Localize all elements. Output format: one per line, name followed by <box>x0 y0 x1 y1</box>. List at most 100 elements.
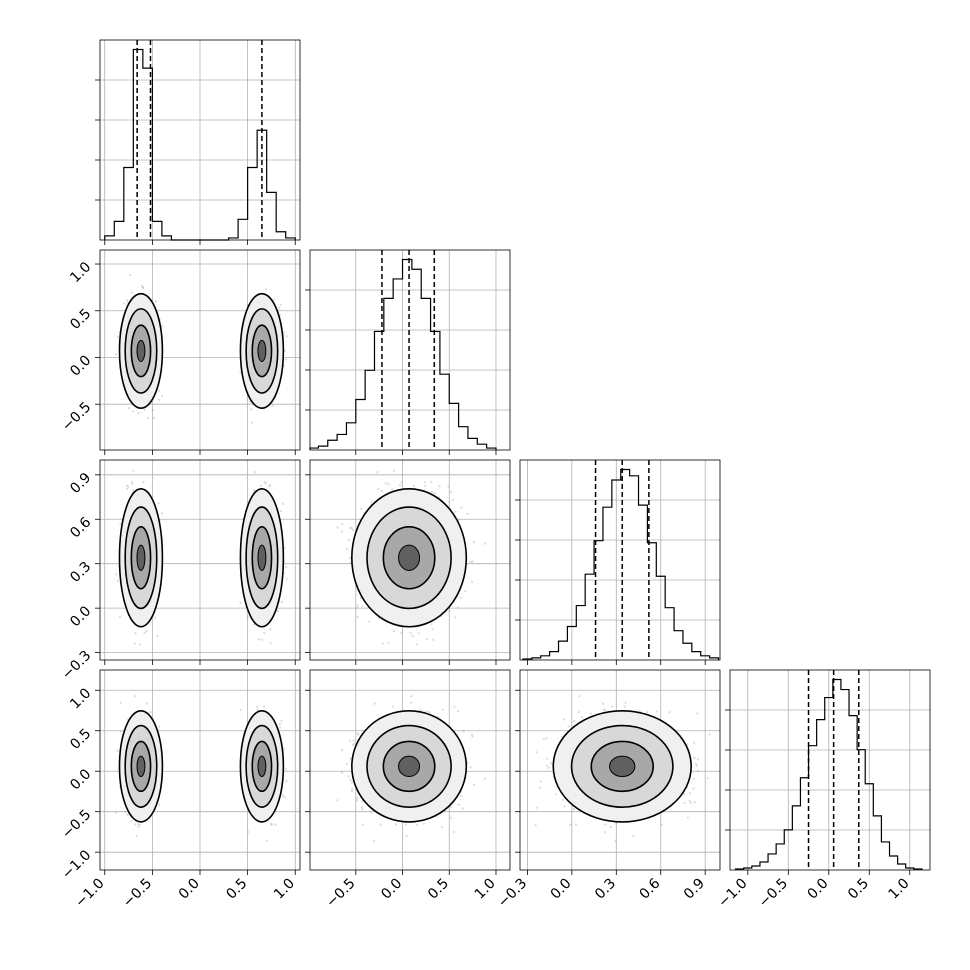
hist-step-1 <box>309 258 497 450</box>
panel-pair-2-1 <box>305 460 510 665</box>
scatter-point <box>348 556 351 560</box>
scatter-point <box>160 394 164 398</box>
scatter-point <box>356 615 359 618</box>
contour-1-3 <box>257 339 267 362</box>
contour-0-3 <box>136 544 146 571</box>
scatter-point <box>361 605 364 608</box>
scatter-point <box>285 768 288 771</box>
panel-pair-3-0 <box>95 670 300 875</box>
scatter-point <box>161 324 164 328</box>
scatter-point <box>160 512 164 515</box>
scatter-point <box>345 547 349 551</box>
scatter-point <box>356 604 359 607</box>
scatter-point <box>340 530 344 533</box>
scatter-point <box>466 512 469 515</box>
scatter-point <box>158 398 161 401</box>
panel-hist-3 <box>725 670 930 875</box>
scatter-point <box>119 730 122 733</box>
scatter-point <box>272 298 275 301</box>
scatter-point <box>355 606 359 609</box>
scatter-point <box>263 631 266 635</box>
contour-0-3 <box>136 339 146 362</box>
scatter-point <box>154 300 158 303</box>
scatter-point <box>451 498 454 501</box>
scatter-point <box>132 469 135 472</box>
scatter-point <box>143 408 146 411</box>
scatter-point <box>417 632 420 635</box>
scatter-point <box>134 632 137 635</box>
scatter-point <box>448 500 451 504</box>
scatter-point <box>265 482 268 485</box>
hist-step-2 <box>522 468 720 660</box>
scatter-point <box>125 299 129 302</box>
scatter-point <box>270 822 273 825</box>
scatter-point <box>454 616 457 619</box>
panel-pair-2-0 <box>95 460 300 665</box>
scatter-point <box>239 708 242 712</box>
scatter-point <box>116 579 119 582</box>
scatter-point <box>285 335 288 338</box>
scatter-point <box>152 416 155 419</box>
scatter-point <box>130 820 133 823</box>
scatter-point <box>128 273 132 277</box>
scatter-point <box>432 638 435 641</box>
scatter-point <box>118 615 122 618</box>
scatter-point <box>127 485 130 488</box>
scatter-point <box>285 566 288 569</box>
scatter-point <box>456 606 460 609</box>
scatter-point <box>136 823 140 826</box>
scatter-point <box>259 484 262 487</box>
scatter-point <box>431 628 434 631</box>
scatter-point <box>269 628 272 631</box>
scatter-point <box>126 487 129 490</box>
scatter-point <box>153 616 156 619</box>
scatter-point <box>131 481 134 484</box>
scatter-point <box>392 630 396 633</box>
scatter-point <box>250 421 253 424</box>
hist-step-3 <box>735 678 923 870</box>
scatter-point <box>133 642 137 645</box>
scatter-point <box>276 609 279 612</box>
scatter-point <box>381 642 384 645</box>
panel-pair-1-0 <box>95 250 300 455</box>
scatter-point <box>158 725 161 728</box>
scatter-point <box>411 635 414 638</box>
scatter-point <box>399 484 402 487</box>
scatter-point <box>278 306 281 309</box>
scatter-point <box>279 303 283 306</box>
contour-1-3 <box>257 544 267 571</box>
scatter-point <box>138 643 142 646</box>
scatter-point <box>271 404 274 408</box>
scatter-point <box>142 286 145 290</box>
scatter-point <box>141 286 144 289</box>
scatter-point <box>400 631 403 635</box>
scatter-point <box>430 480 433 484</box>
scatter-point <box>285 578 288 581</box>
scatter-point <box>253 471 256 474</box>
scatter-point <box>463 590 467 593</box>
scatter-point <box>145 630 148 633</box>
scatter-point <box>274 823 277 826</box>
scatter-point <box>281 502 285 505</box>
scatter-point <box>412 484 415 487</box>
scatter-point <box>131 483 134 486</box>
scatter-point <box>433 492 436 495</box>
scatter-point <box>280 510 283 513</box>
scatter-point <box>114 353 118 356</box>
scatter-point <box>447 485 450 488</box>
scatter-point <box>470 581 474 584</box>
scatter-point <box>116 335 119 338</box>
scatter-point <box>255 705 259 708</box>
scatter-point <box>360 507 363 511</box>
scatter-point <box>268 485 271 488</box>
scatter-point <box>347 539 350 542</box>
scatter-point <box>137 411 140 415</box>
scatter-point <box>141 284 144 288</box>
scatter-point <box>283 796 286 799</box>
scatter-point <box>265 839 268 843</box>
scatter-point <box>351 528 355 532</box>
scatter-point <box>257 638 260 641</box>
scatter-point <box>460 506 463 509</box>
scatter-point <box>438 485 441 488</box>
scatter-point <box>146 416 149 420</box>
